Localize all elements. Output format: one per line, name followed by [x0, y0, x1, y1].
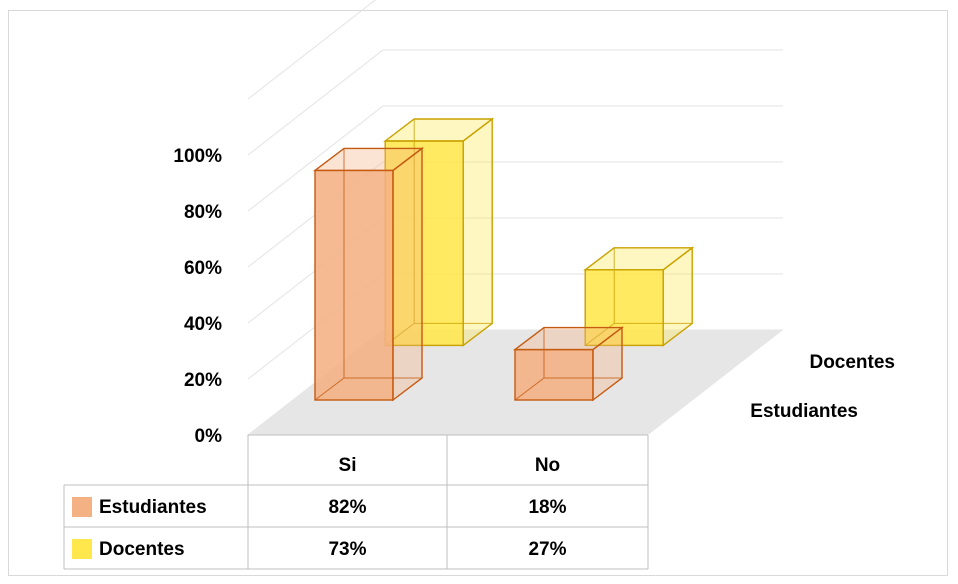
- series-name: Estudiantes: [99, 497, 207, 518]
- bar-side-face: [392, 146, 423, 402]
- y-tick-label: 40%: [184, 314, 222, 335]
- bar-top-face: [383, 118, 495, 142]
- bar-estudiantes-no: [512, 326, 625, 402]
- depth-label-docentes: Docentes: [809, 352, 895, 373]
- bar-docentes-si: [383, 117, 495, 347]
- data-cell: 82%: [328, 497, 366, 518]
- data-cell: 73%: [328, 539, 366, 560]
- category-label: No: [535, 455, 560, 476]
- bar-front-face: [584, 269, 664, 347]
- data-cell: 27%: [528, 539, 566, 560]
- y-tick-label: 60%: [184, 258, 222, 279]
- bar-top-face: [583, 247, 695, 271]
- category-label: Si: [339, 455, 357, 476]
- y-tick-label: 20%: [184, 370, 222, 391]
- side-gridline: [247, 105, 384, 212]
- bars-layer: [312, 117, 695, 402]
- side-gridline: [247, 49, 384, 156]
- legend-swatch: [72, 497, 92, 517]
- bar-top-face: [512, 326, 625, 351]
- y-tick-label: 100%: [173, 146, 222, 167]
- side-gridline: [247, 0, 377, 100]
- labels-layer: 0% 20% 40% 60% 80% 100% Docentes Estudiantes: [173, 146, 895, 447]
- bar-side-face: [462, 117, 493, 347]
- series-name: Docentes: [99, 539, 185, 560]
- bar-front-face: [514, 348, 594, 401]
- bar-docentes-no: [583, 246, 695, 347]
- y-tick-label: 0%: [195, 426, 223, 447]
- legend-swatch: [72, 539, 92, 559]
- data-cell: 18%: [528, 497, 566, 518]
- depth-label-estudiantes: Estudiantes: [750, 401, 858, 422]
- bar-front-face: [314, 169, 394, 401]
- data-table: Si No Estudiantes 82% 18% Docentes 73% 27%: [63, 434, 649, 570]
- y-tick-label: 80%: [184, 202, 222, 223]
- chart-frame: [8, 10, 948, 576]
- bar-estudiantes-si: [312, 146, 425, 402]
- bar-top-face: [312, 147, 425, 172]
